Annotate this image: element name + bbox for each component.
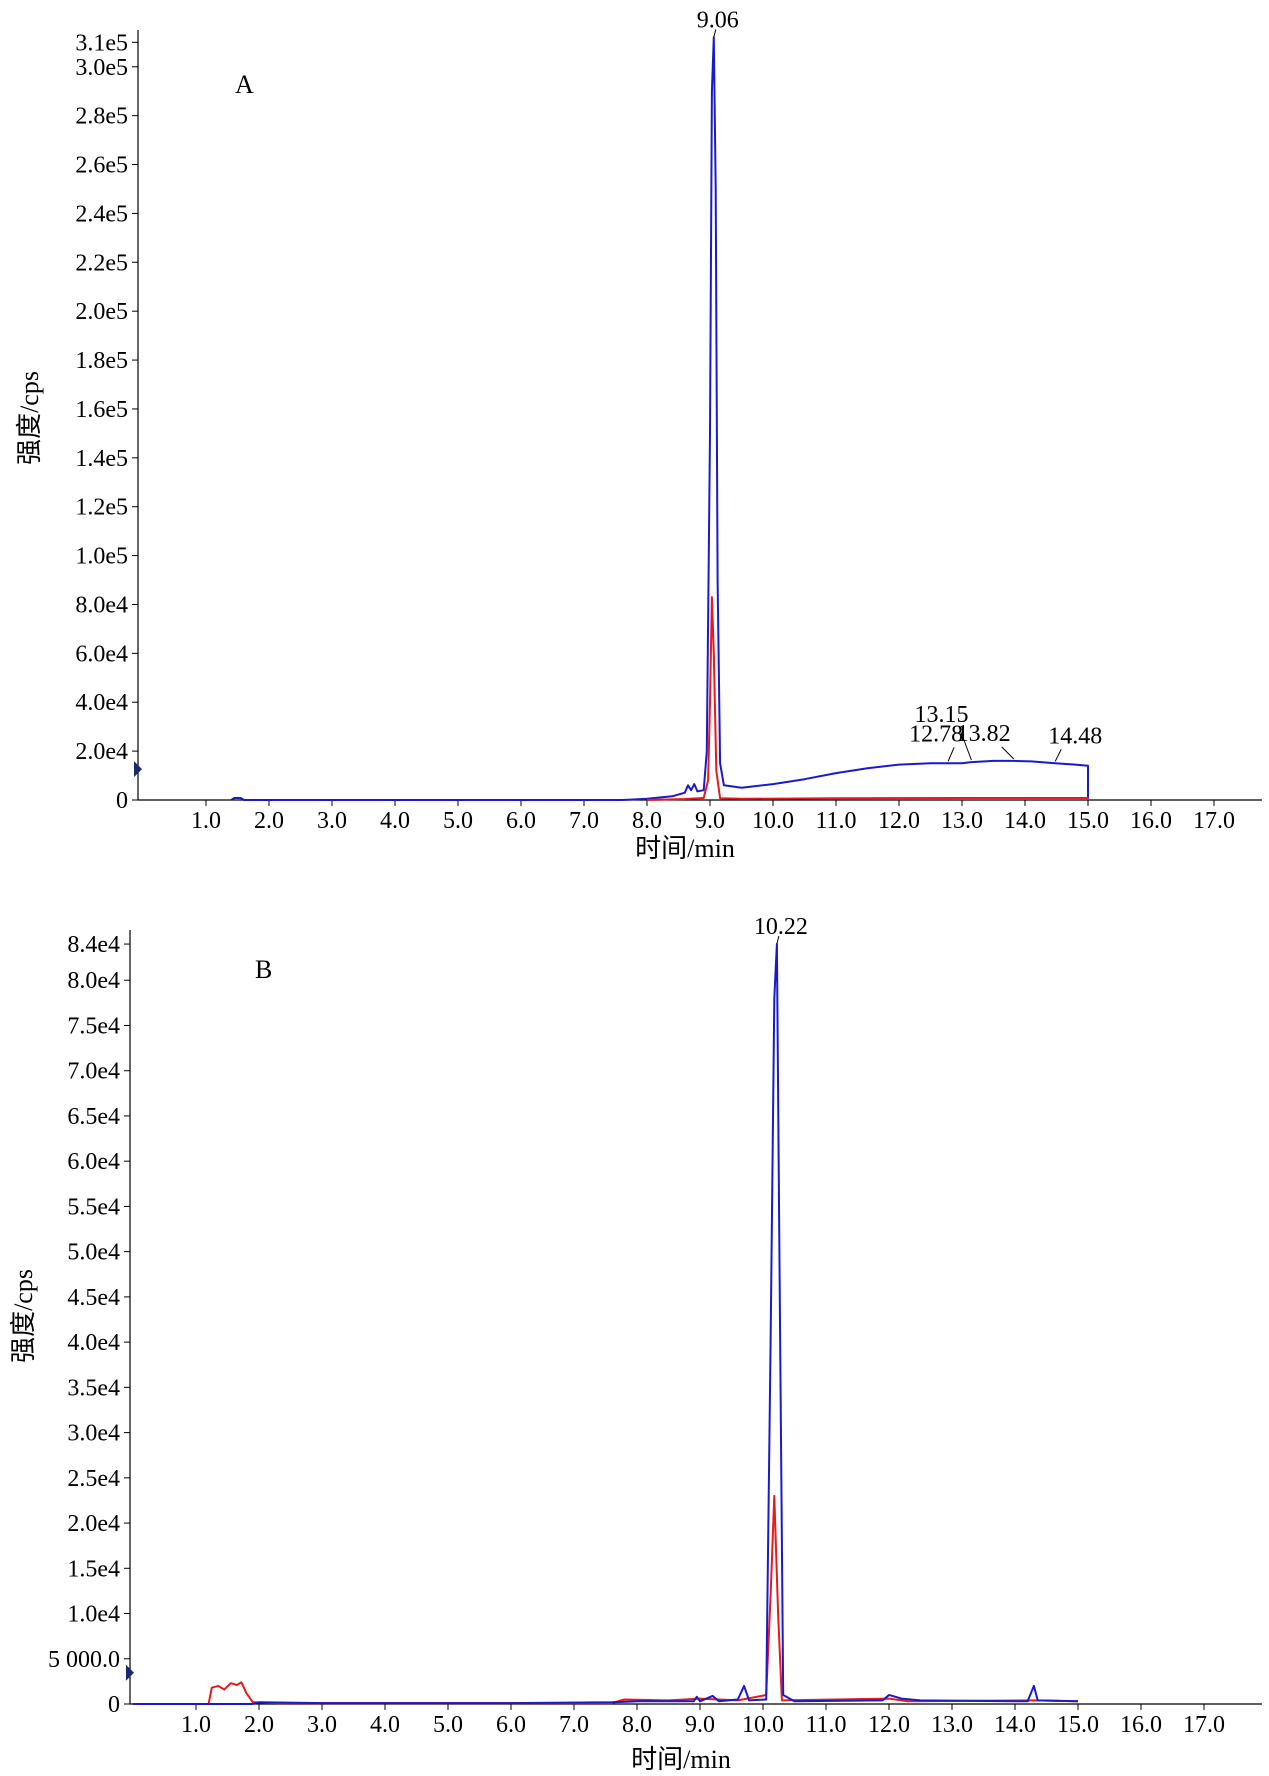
x-tick-label: 9.0 [695,808,725,834]
y-tick-label: 6.5e4 [67,1104,120,1130]
y-tick-label: 1.4e5 [75,446,128,472]
y-tick-label: 1.0e4 [67,1602,120,1628]
x-tick-label: 3.0 [307,1712,337,1738]
peak-pointer [947,747,955,762]
y-tick-label: 7.5e4 [67,1013,120,1039]
y-axis-label: 强度/cps [9,1269,38,1363]
y-tick-label: 7.0e4 [67,1059,120,1085]
series-line-0 [133,1494,1079,1705]
x-tick-label: 5.0 [433,1712,463,1738]
y-tick-label: 2.8e5 [75,104,128,130]
x-axis-label: 时间/min [631,1745,731,1774]
x-tick-label: 16.0 [1120,1712,1162,1738]
peak-label: 14.48 [1048,723,1102,749]
x-tick-label: 1.0 [191,808,221,834]
x-tick-label: 8.0 [632,808,662,834]
x-axis-label: 时间/min [635,834,735,863]
x-tick-label: 2.0 [254,808,284,834]
y-tick-label: 1.8e5 [75,348,128,374]
x-tick-label: 8.0 [622,1712,652,1738]
panel-letter: A [235,70,254,99]
baseline-marker-icon [126,1664,134,1681]
x-tick-label: 12.0 [868,1712,910,1738]
y-tick-label: 5.0e4 [67,1240,120,1266]
y-tick-label: 4.0e4 [67,1330,120,1356]
y-tick-label: 8.4e4 [67,932,120,958]
y-tick-label: 8.0e4 [75,592,128,618]
y-tick-label: 2.0e4 [67,1511,120,1537]
peak-label: 12.78 [909,721,963,747]
x-tick-label: 7.0 [559,1712,589,1738]
x-tick-label: 1.0 [181,1712,211,1738]
peak-pointer [1001,746,1015,760]
x-tick-label: 11.0 [805,1712,846,1738]
peak-label: 10.22 [754,914,808,940]
chart-panel-b: 1.0 2.0 3.0 4.0 5.0 6.0 7.0 8.0 9.0 10.0 11.0 12.0 1… [9,914,1262,1774]
x-tick-label: 4.0 [370,1712,400,1738]
x-tick-label: 6.0 [506,808,536,834]
y-tick-label: 1.0e5 [75,544,128,570]
y-tick-label: 2.4e5 [75,201,128,227]
peak-label: 13.82 [957,721,1011,747]
x-tick-label: 6.0 [496,1712,526,1738]
panel-letter: B [255,955,272,984]
y-tick-label: 0 [116,788,128,814]
y-tick-label: 1.2e5 [75,495,128,521]
y-tick-label: 5 000.0 [48,1647,120,1673]
y-tick-label: 3.1e5 [75,30,128,56]
x-tick-label: 10.0 [742,1712,784,1738]
x-tick-label: 14.0 [1004,808,1046,834]
baseline-marker-icon [134,761,142,778]
y-tick-label: 0 [108,1692,120,1718]
y-tick-label: 2.0e5 [75,299,128,325]
x-tick-label: 15.0 [1057,1712,1099,1738]
x-tick-label: 11.0 [815,808,856,834]
y-axis-label: 强度/cps [15,371,44,465]
peak-pointer [776,935,780,945]
x-tick-label: 13.0 [931,1712,973,1738]
x-tick-label: 17.0 [1183,1712,1225,1738]
y-tick-label: 8.0e4 [67,968,120,994]
series-line-0 [230,36,1089,801]
chart-panel-a: 1.0 2.0 3.0 4.0 5.0 6.0 7.0 8.0 9.0 10.0 11.0 12.0 1… [15,7,1262,863]
x-tick-label: 2.0 [244,1712,274,1738]
y-tick-label: 4.5e4 [67,1285,120,1311]
x-tick-label: 13.0 [941,808,983,834]
x-tick-label: 10.0 [752,808,794,834]
y-tick-label: 2.6e5 [75,153,128,179]
x-tick-label: 17.0 [1193,808,1235,834]
peak-pointer [958,727,972,761]
x-tick-label: 3.0 [317,808,347,834]
y-tick-label: 3.0e5 [75,55,128,81]
series-line-1 [133,943,1079,1705]
y-tick-label: 5.5e4 [67,1194,120,1220]
y-tick-label: 3.5e4 [67,1375,120,1401]
x-tick-label: 7.0 [569,808,599,834]
peak-label: 9.06 [697,7,739,33]
y-tick-label: 1.6e5 [75,397,128,423]
series-line-1 [646,596,1089,801]
y-tick-label: 3.0e4 [67,1421,120,1447]
y-tick-label: 4.0e4 [75,690,128,716]
x-tick-label: 5.0 [443,808,473,834]
x-tick-label: 9.0 [685,1712,715,1738]
y-tick-label: 2.2e5 [75,250,128,276]
y-tick-label: 2.0e4 [75,739,128,765]
y-tick-label: 1.5e4 [67,1556,120,1582]
y-tick-label: 6.0e4 [75,641,128,667]
peak-pointer [713,29,717,38]
x-tick-label: 16.0 [1130,808,1172,834]
x-tick-label: 12.0 [878,808,920,834]
x-tick-label: 14.0 [994,1712,1036,1738]
y-tick-label: 2.5e4 [67,1466,120,1492]
peak-pointer [1054,749,1062,762]
x-tick-label: 4.0 [380,808,410,834]
x-tick-label: 15.0 [1067,808,1109,834]
y-tick-label: 6.0e4 [67,1149,120,1175]
peak-label: 13.15 [914,702,968,728]
